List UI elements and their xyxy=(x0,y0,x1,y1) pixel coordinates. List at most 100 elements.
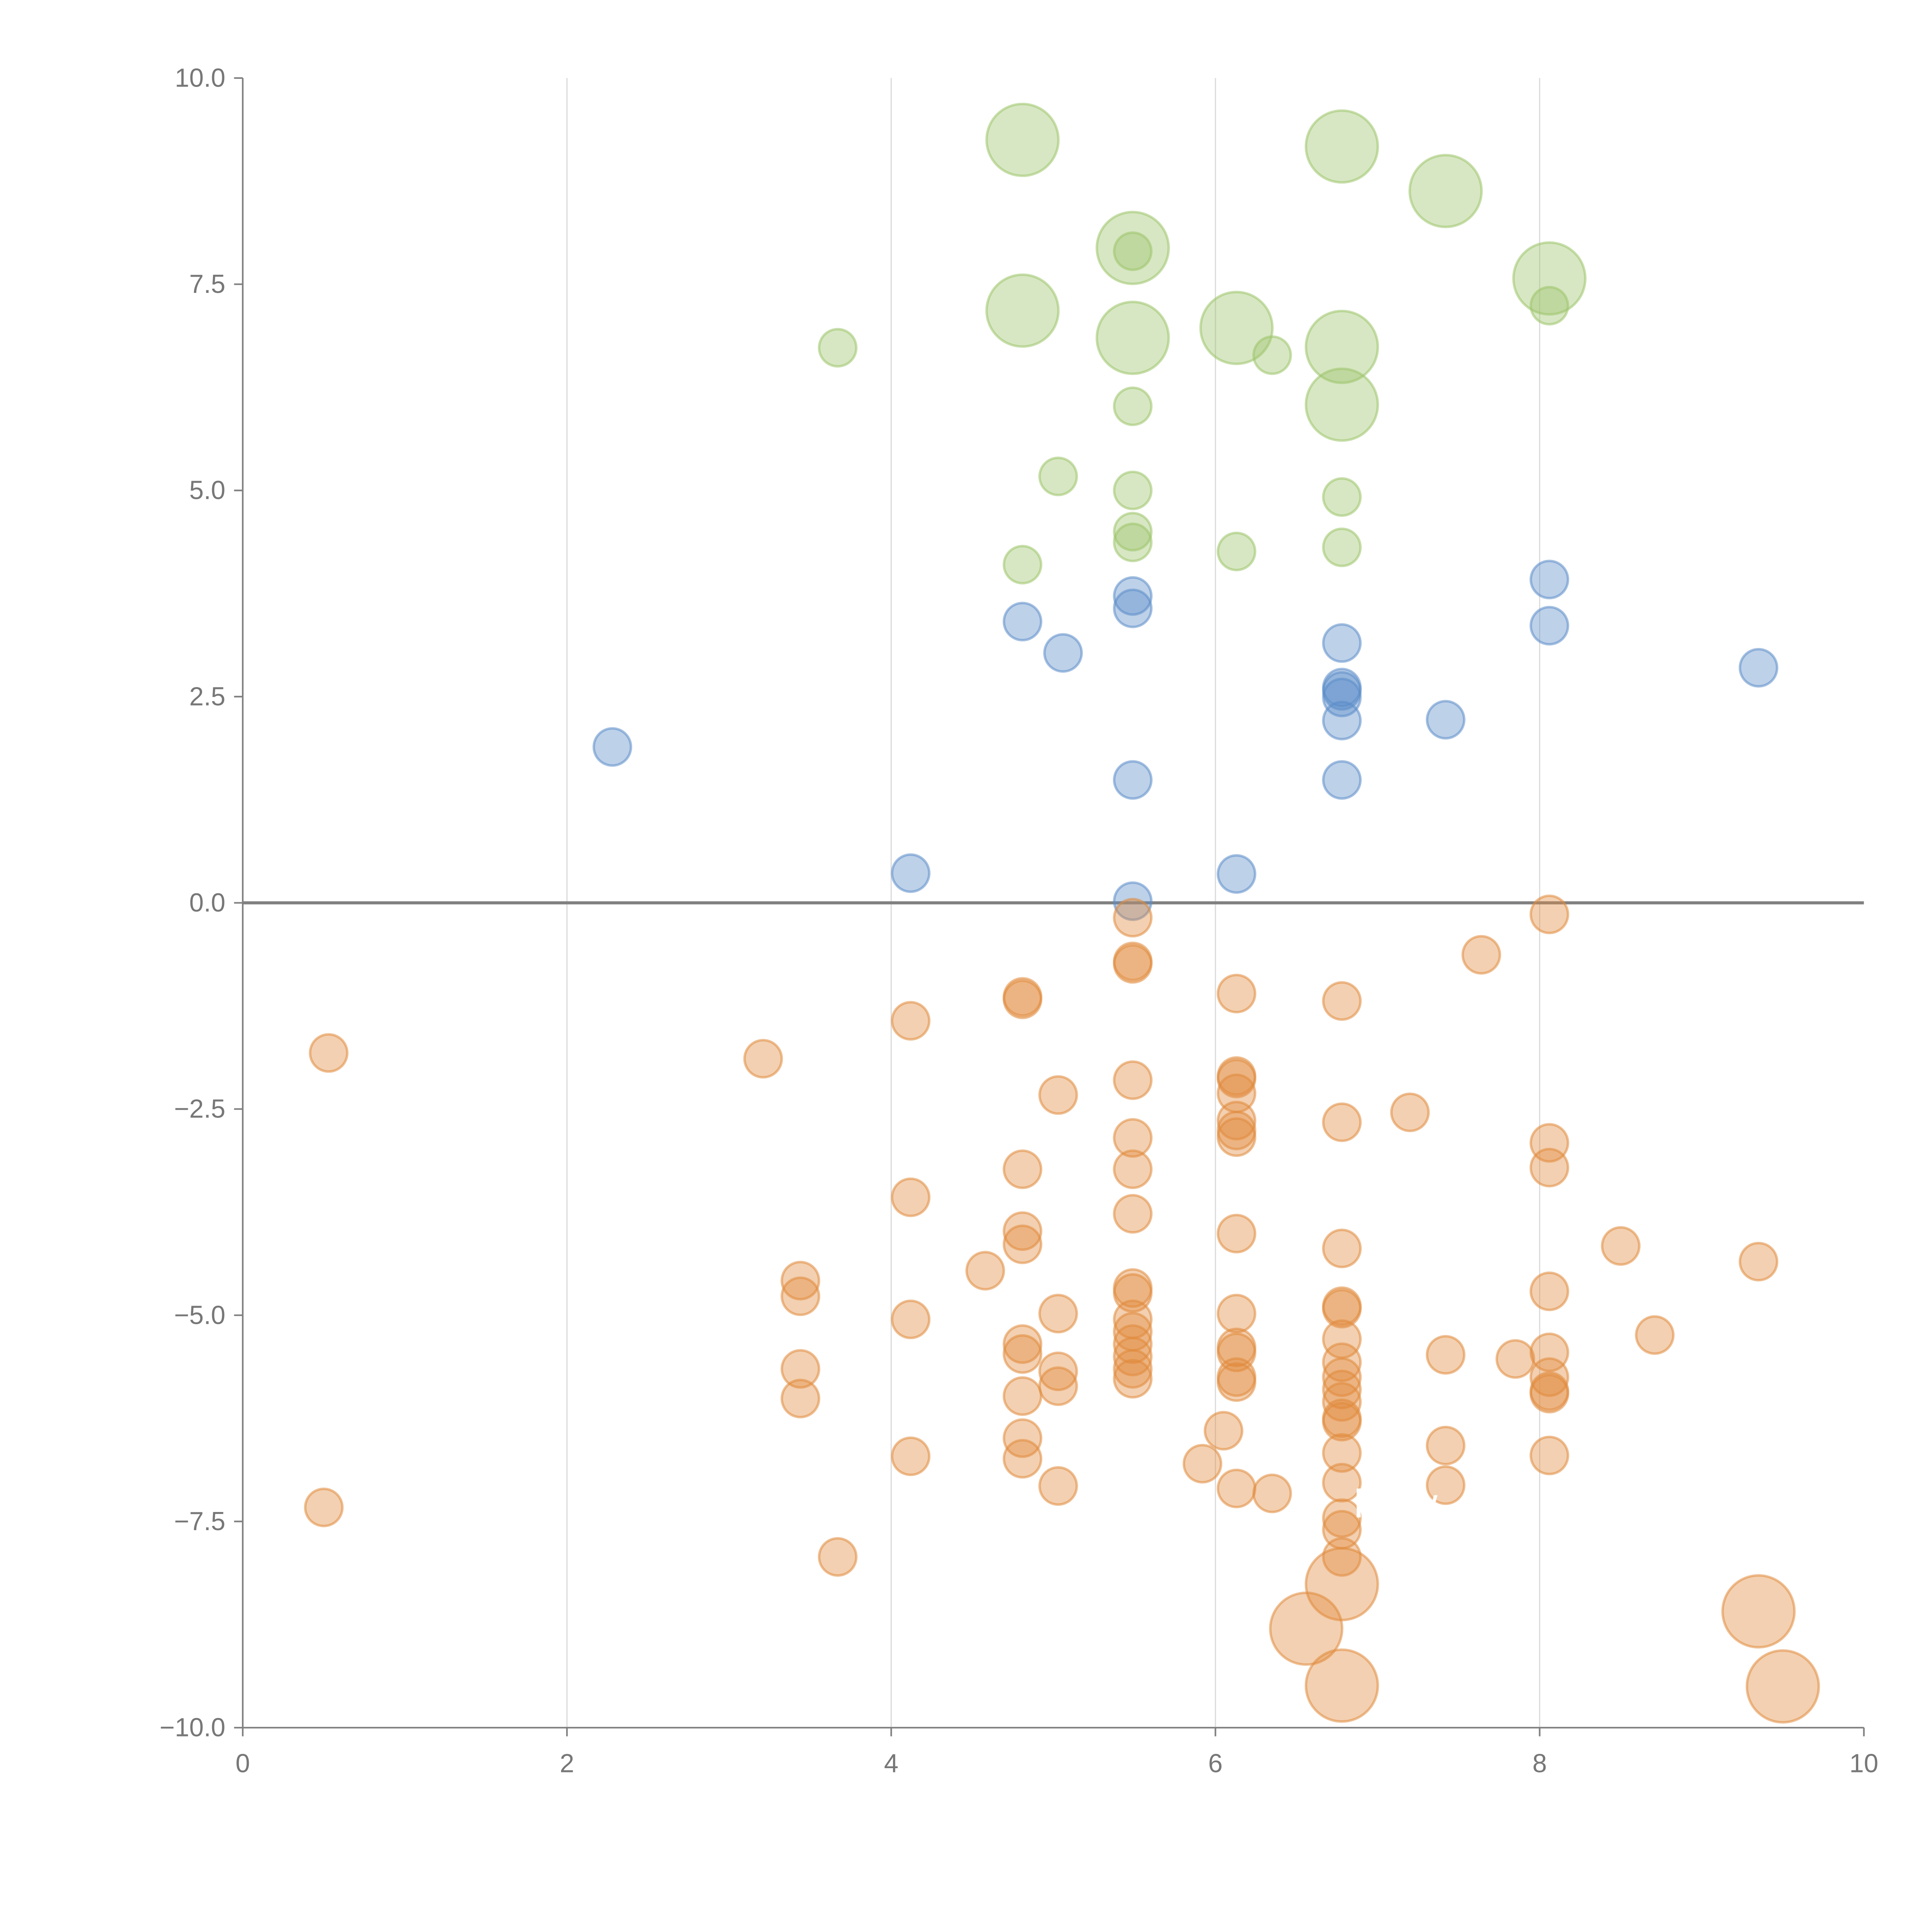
data-point-orange[interactable] xyxy=(1461,935,1501,975)
data-point-green[interactable] xyxy=(1322,527,1362,567)
data-point-orange[interactable] xyxy=(891,1299,931,1339)
data-point-orange[interactable] xyxy=(1002,1211,1043,1251)
data-point-orange[interactable] xyxy=(1529,1357,1570,1397)
data-point-green[interactable] xyxy=(985,273,1060,348)
data-point-orange[interactable] xyxy=(1322,1342,1362,1382)
data-point-orange[interactable] xyxy=(1252,1473,1292,1514)
data-point-green[interactable] xyxy=(1252,335,1292,375)
data-point-orange[interactable] xyxy=(1216,1362,1257,1402)
data-point-orange[interactable] xyxy=(1002,1439,1043,1479)
data-point-orange[interactable] xyxy=(1038,1075,1078,1115)
data-point-orange[interactable] xyxy=(818,1537,858,1577)
data-point-orange[interactable] xyxy=(1113,1060,1153,1100)
data-point-blue[interactable] xyxy=(1322,677,1362,718)
data-point-green[interactable] xyxy=(1002,545,1043,585)
data-point-green[interactable] xyxy=(1113,386,1153,426)
data-point-orange[interactable] xyxy=(1322,1498,1362,1538)
data-point-orange[interactable] xyxy=(1002,1324,1043,1364)
data-point-orange[interactable] xyxy=(1635,1315,1675,1355)
data-point-orange[interactable] xyxy=(1322,1433,1362,1473)
data-point-orange[interactable] xyxy=(965,1251,1005,1291)
data-point-orange[interactable] xyxy=(1002,1418,1043,1458)
data-point-orange[interactable] xyxy=(1529,1148,1570,1188)
data-point-green[interactable] xyxy=(1322,477,1362,517)
data-point-orange[interactable] xyxy=(1425,1425,1466,1466)
data-point-orange[interactable] xyxy=(743,1039,783,1079)
data-point-orange[interactable] xyxy=(1113,1149,1153,1189)
data-point-orange[interactable] xyxy=(1322,1369,1362,1410)
data-point-green[interactable] xyxy=(1304,367,1379,442)
data-point-green[interactable] xyxy=(1113,522,1153,562)
data-point-orange[interactable] xyxy=(1038,1351,1078,1391)
data-point-orange[interactable] xyxy=(781,1276,820,1316)
data-point-blue[interactable] xyxy=(1216,854,1257,894)
data-point-orange[interactable] xyxy=(781,1379,820,1418)
data-point-orange[interactable] xyxy=(1601,1226,1641,1266)
data-point-orange[interactable] xyxy=(1113,944,1153,984)
data-point-orange[interactable] xyxy=(1216,1294,1257,1333)
data-point-orange[interactable] xyxy=(891,1177,931,1217)
data-point-orange[interactable] xyxy=(1113,1194,1153,1234)
data-point-orange[interactable] xyxy=(781,1349,820,1389)
data-point-orange[interactable] xyxy=(1425,1465,1466,1505)
data-point-orange[interactable] xyxy=(309,1033,349,1073)
data-point-orange[interactable] xyxy=(1529,1374,1570,1413)
data-point-orange[interactable] xyxy=(1002,1224,1043,1264)
data-point-orange[interactable] xyxy=(891,1001,931,1041)
data-point-blue[interactable] xyxy=(1322,760,1362,800)
data-point-orange[interactable] xyxy=(781,1260,820,1301)
data-point-blue[interactable] xyxy=(1113,588,1153,628)
data-point-orange[interactable] xyxy=(1529,1435,1570,1476)
data-point-green[interactable] xyxy=(1038,456,1078,497)
data-point-blue[interactable] xyxy=(891,853,931,893)
data-point-orange[interactable] xyxy=(1322,981,1362,1021)
data-point-blue[interactable] xyxy=(1529,606,1570,646)
data-point-orange[interactable] xyxy=(1322,1102,1362,1142)
data-point-orange[interactable] xyxy=(1182,1444,1223,1484)
data-point-green[interactable] xyxy=(1304,310,1379,384)
data-point-orange[interactable] xyxy=(1204,1411,1243,1451)
data-point-blue[interactable] xyxy=(1002,602,1043,641)
data-point-orange[interactable] xyxy=(1721,1574,1796,1649)
data-point-orange[interactable] xyxy=(1495,1339,1535,1379)
data-point-blue[interactable] xyxy=(1738,648,1779,688)
data-point-orange[interactable] xyxy=(1529,895,1570,934)
data-point-orange[interactable] xyxy=(1738,1242,1779,1282)
data-point-green[interactable] xyxy=(1113,512,1153,552)
data-point-blue[interactable] xyxy=(1043,633,1083,673)
data-point-orange[interactable] xyxy=(1216,1058,1257,1099)
data-point-orange[interactable] xyxy=(1322,1537,1362,1577)
data-point-green[interactable] xyxy=(1113,231,1153,271)
data-point-orange[interactable] xyxy=(1322,1463,1362,1503)
data-point-orange[interactable] xyxy=(1745,1649,1820,1724)
data-point-orange[interactable] xyxy=(1216,974,1257,1014)
data-point-blue[interactable] xyxy=(1113,760,1153,800)
data-point-orange[interactable] xyxy=(1304,1648,1379,1723)
data-point-orange[interactable] xyxy=(1269,1591,1344,1666)
data-point-orange[interactable] xyxy=(1002,1376,1043,1416)
data-point-orange[interactable] xyxy=(1216,1468,1257,1509)
data-point-orange[interactable] xyxy=(1113,1349,1153,1389)
data-point-orange[interactable] xyxy=(1322,1401,1362,1442)
data-point-orange[interactable] xyxy=(1390,1092,1430,1133)
data-point-orange[interactable] xyxy=(1002,1149,1043,1189)
data-point-orange[interactable] xyxy=(1113,1337,1153,1376)
data-point-orange[interactable] xyxy=(1425,1335,1466,1375)
data-point-orange[interactable] xyxy=(1216,1117,1257,1157)
data-point-orange[interactable] xyxy=(1038,1366,1078,1406)
data-point-orange[interactable] xyxy=(1002,980,1043,1019)
data-point-blue[interactable] xyxy=(1113,881,1153,921)
data-point-orange[interactable] xyxy=(1322,1228,1362,1269)
data-point-blue[interactable] xyxy=(1322,623,1362,663)
data-point-blue[interactable] xyxy=(1113,576,1153,616)
data-point-orange[interactable] xyxy=(891,1436,931,1476)
data-point-blue[interactable] xyxy=(592,727,633,767)
data-point-green[interactable] xyxy=(985,102,1060,177)
data-point-orange[interactable] xyxy=(1113,898,1153,938)
data-point-blue[interactable] xyxy=(1529,560,1570,600)
data-point-green[interactable] xyxy=(1304,109,1379,184)
data-point-orange[interactable] xyxy=(1216,1100,1257,1141)
data-point-green[interactable] xyxy=(1529,286,1570,326)
data-point-orange[interactable] xyxy=(304,1487,344,1527)
data-point-orange[interactable] xyxy=(1529,1271,1570,1311)
